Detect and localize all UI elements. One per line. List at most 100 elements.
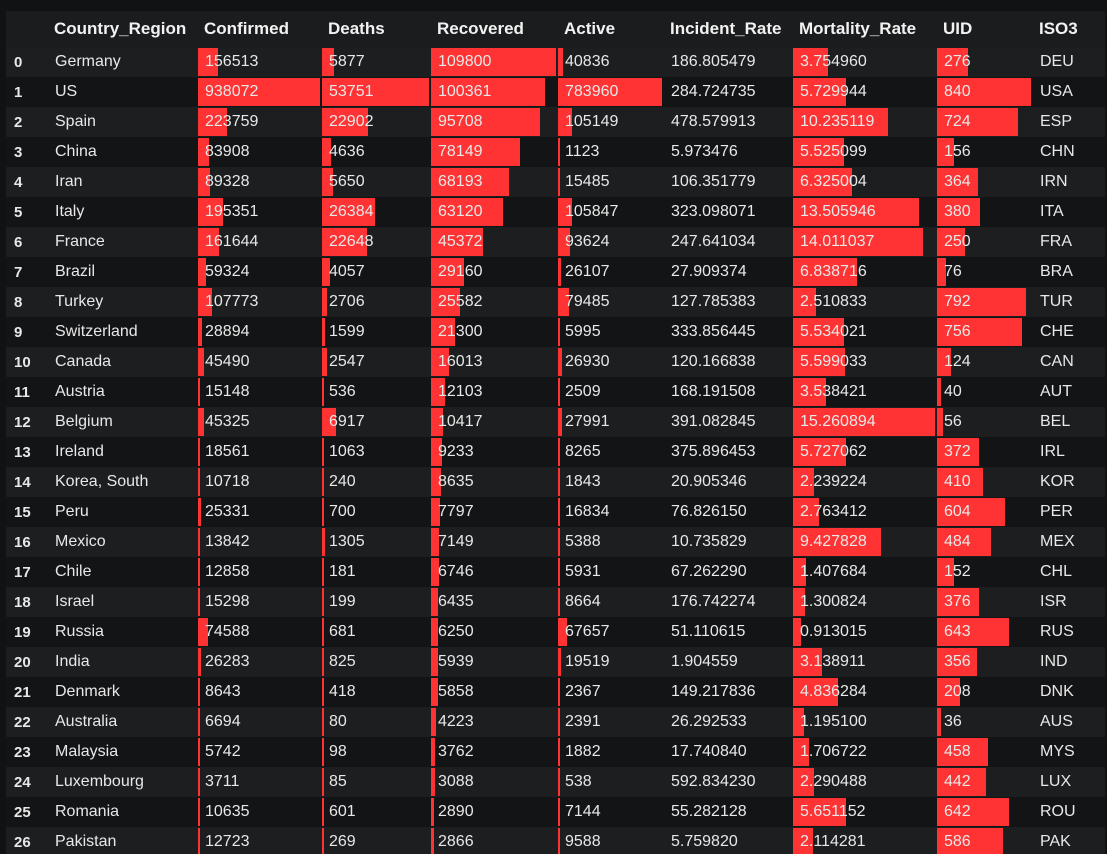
data-bar [558,348,562,376]
cell-index: 1 [6,77,48,107]
cell-uid: 484 [937,527,1033,557]
cell-recovered: 4223 [431,707,558,737]
cell-incident-rate: 51.110615 [664,617,793,647]
cell-recovered: 6250 [431,617,558,647]
cell-mortality-rate: 14.011037 [793,227,937,257]
column-header-uid[interactable]: UID [937,11,1033,47]
cell-confirmed: 25331 [198,497,322,527]
cell-value: 601 [329,803,356,820]
data-bar [431,558,439,586]
data-bar [558,288,569,316]
data-bar [322,708,324,736]
cell-value: 36 [944,713,962,730]
cell-iso3: LUX [1033,767,1105,797]
cell-incident-rate: 149.217836 [664,677,793,707]
cell-value: 6917 [329,413,365,430]
cell-value: 3088 [438,773,474,790]
cell-deaths: 700 [322,497,431,527]
data-bar [793,768,814,796]
cell-country: India [48,647,198,677]
data-bar [198,498,201,526]
cell-country: Russia [48,617,198,647]
cell-uid: 372 [937,437,1033,467]
cell-active: 5388 [558,527,664,557]
cell-iso3: CHL [1033,557,1105,587]
cell-deaths: 269 [322,827,431,854]
column-header-confirmed[interactable]: Confirmed [198,11,322,47]
column-header-incident-rate[interactable]: Incident_Rate [664,11,793,47]
cell-confirmed: 161644 [198,227,322,257]
cell-value: 410 [944,473,971,490]
data-bar [937,108,1018,136]
cell-active: 8664 [558,587,664,617]
cell-value: 1123 [565,143,600,160]
cell-active: 2367 [558,677,664,707]
data-bar [937,288,1026,316]
data-bar [937,648,977,676]
cell-value: 79485 [565,293,610,310]
cell-value: 2.290488 [800,773,867,790]
cell-uid: 208 [937,677,1033,707]
cell-value: 45372 [438,233,483,250]
cell-active: 105847 [558,197,664,227]
data-bar [431,708,436,736]
cell-value: 59324 [205,263,250,280]
cell-recovered: 109800 [431,47,558,77]
cell-iso3: ISR [1033,587,1105,617]
cell-value: 5.651152 [800,803,866,820]
column-header-mortality-rate[interactable]: Mortality_Rate [793,11,937,47]
cell-index: 7 [6,257,48,287]
cell-mortality-rate: 1.706722 [793,737,937,767]
cell-value: 376 [944,593,971,610]
cell-value: 2.763412 [800,503,867,520]
cell-value: 840 [944,83,971,100]
cell-iso3: MEX [1033,527,1105,557]
data-bar [322,318,325,346]
cell-confirmed: 8643 [198,677,322,707]
table-row: 22 Australia 6694 80 4223 2391 26.292533 1.1951… [6,707,1105,737]
table-row: 15 Peru 25331 700 7797 16834 76.826150 2.763412… [6,497,1105,527]
cell-mortality-rate: 5.729944 [793,77,937,107]
cell-recovered: 3088 [431,767,558,797]
cell-value: 643 [944,623,971,640]
cell-value: 3762 [438,743,474,760]
cell-active: 9588 [558,827,664,854]
column-header-active[interactable]: Active [558,11,664,47]
data-bar [431,168,509,196]
cell-value: 6435 [438,593,474,610]
cell-value: 2706 [329,293,365,310]
data-bar [558,48,563,76]
cell-iso3: CHN [1033,137,1105,167]
cell-value: 14.011037 [800,233,875,250]
data-bar [558,798,560,826]
table-row: 17 Chile 12858 181 6746 5931 67.262290 1.407684… [6,557,1105,587]
cell-uid: 604 [937,497,1033,527]
cell-value: 53751 [329,83,374,100]
column-header-index[interactable] [6,11,48,47]
cell-value: 10635 [205,803,250,820]
data-bar [322,738,324,766]
cell-value: 105847 [565,203,619,220]
data-bar [198,108,227,136]
cell-recovered: 7797 [431,497,558,527]
cell-confirmed: 3711 [198,767,322,797]
column-header-deaths[interactable]: Deaths [322,11,431,47]
cell-recovered: 5939 [431,647,558,677]
data-bar [558,588,560,616]
data-bar [431,828,434,854]
cell-value: 4636 [329,143,365,160]
data-bar [322,588,324,616]
column-header-recovered[interactable]: Recovered [431,11,558,47]
cell-mortality-rate: 3.754960 [793,47,937,77]
data-bar [431,228,483,256]
cell-deaths: 4636 [322,137,431,167]
column-header-iso3[interactable]: ISO3 [1033,11,1105,47]
cell-confirmed: 107773 [198,287,322,317]
data-bar [431,768,435,796]
cell-value: 95708 [438,113,483,130]
data-bar [937,318,1022,346]
cell-index: 18 [6,587,48,617]
data-bar [431,318,455,346]
data-bar [558,558,560,586]
column-header-country[interactable]: Country_Region [48,11,198,47]
